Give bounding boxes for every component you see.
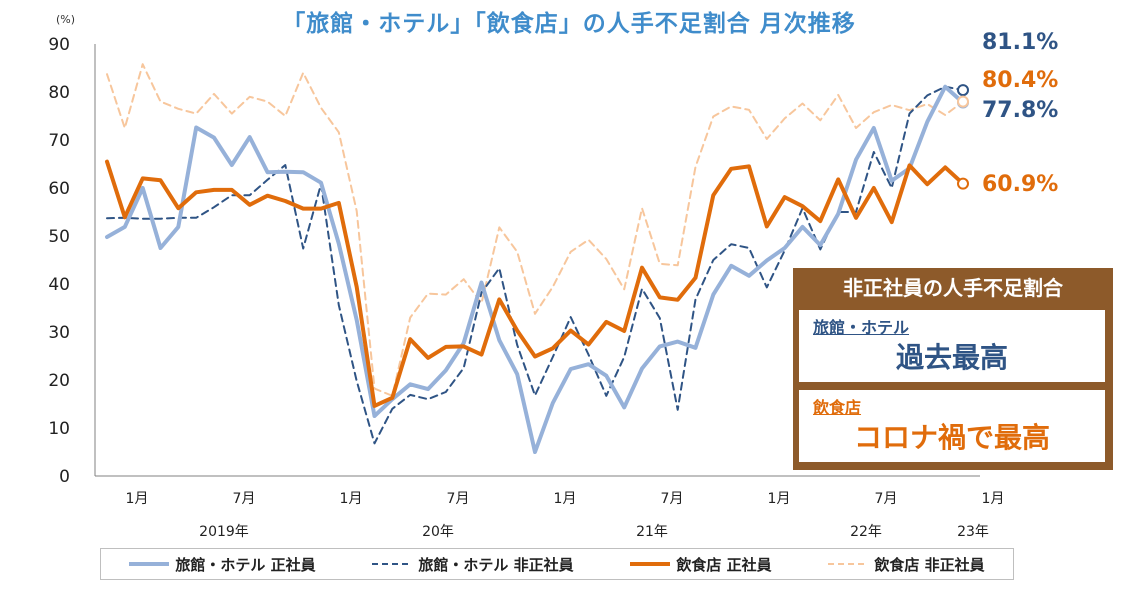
legend-swatch-hotel-nonregular [372,563,413,565]
y-tick-label: 50 [48,227,70,247]
chart-title: 「旅館・ホテル」「飲食店」の人手不足割合 月次推移 [282,11,856,37]
callout-hotel-panel: 旅館・ホテル 過去最高 [799,310,1105,382]
callout-box: 非正社員の人手不足割合 旅館・ホテル 過去最高 飲食店 コロナ禍で最高 [793,268,1113,470]
legend-item-food-nonregular: 飲食店 非正社員 [828,554,985,575]
end-marker-3 [957,95,969,108]
legend-swatch-food-nonregular [828,563,869,565]
legend-label: 旅館・ホテル 正社員 [175,555,316,574]
x-year-label: 22年 [850,524,882,540]
label-hotel-regular: 77.8% [982,98,1059,123]
label-food-regular: 60.9% [982,172,1059,197]
x-tick-label: 7月 [447,491,470,507]
y-tick-label: 40 [48,275,70,295]
y-tick-label: 80 [48,83,70,103]
callout-hotel-value: 過去最高 [895,341,1008,374]
x-tick-label: 1月 [126,491,149,507]
x-tick-label: 7月 [233,491,256,507]
legend: 旅館・ホテル 正社員 旅館・ホテル 非正社員 飲食店 正社員 飲食店 非正社員 [100,548,1014,580]
x-tick-label: 1月 [340,491,363,507]
x-tick-label: 1月 [768,491,791,507]
legend-label: 旅館・ホテル 非正社員 [418,555,574,574]
x-year-label: 23年 [957,524,989,540]
legend-item-hotel-regular: 旅館・ホテル 正社員 [129,554,316,575]
series-line-1 [106,85,964,445]
legend-item-food-regular: 飲食店 正社員 [630,554,772,575]
y-tick-label: 30 [48,323,70,343]
series-line-3 [106,63,964,397]
legend-swatch-food-regular [630,562,671,566]
y-tick-label: 90 [48,35,70,55]
end-marker-2 [957,177,969,190]
callout-food-panel: 飲食店 コロナ禍で最高 [799,390,1105,462]
legend-swatch-hotel-regular [129,562,170,566]
label-food-nonregular: 80.4% [982,68,1059,93]
callout-hotel-label: 旅館・ホテル [813,318,910,337]
x-tick-label: 7月 [875,491,898,507]
legend-label: 飲食店 正社員 [676,555,772,574]
y-tick-label: 70 [48,131,70,151]
callout-food-label: 飲食店 [813,398,862,417]
legend-label: 飲食店 非正社員 [874,555,985,574]
x-year-label: 20年 [422,524,454,540]
end-marker-1 [957,84,969,97]
x-tick-label: 1月 [554,491,577,507]
callout-heading: 非正社員の人手不足割合 [843,276,1063,300]
x-tick-label: 7月 [661,491,684,507]
x-tick-label: 1月 [982,491,1005,507]
y-tick-label: 60 [48,179,70,199]
y-axis-unit: (%) [56,13,76,26]
x-year-label: 21年 [636,524,668,540]
y-tick-label: 10 [48,419,70,439]
x-year-label: 2019年 [199,524,249,540]
series-line-0 [105,84,965,454]
label-hotel-nonregular: 81.1% [982,30,1059,55]
series-line-2 [105,159,965,408]
callout-food-value: コロナ禍で最高 [853,421,1050,454]
y-tick-label: 0 [59,467,70,487]
y-tick-label: 20 [48,371,70,391]
legend-item-hotel-nonregular: 旅館・ホテル 非正社員 [372,554,574,575]
